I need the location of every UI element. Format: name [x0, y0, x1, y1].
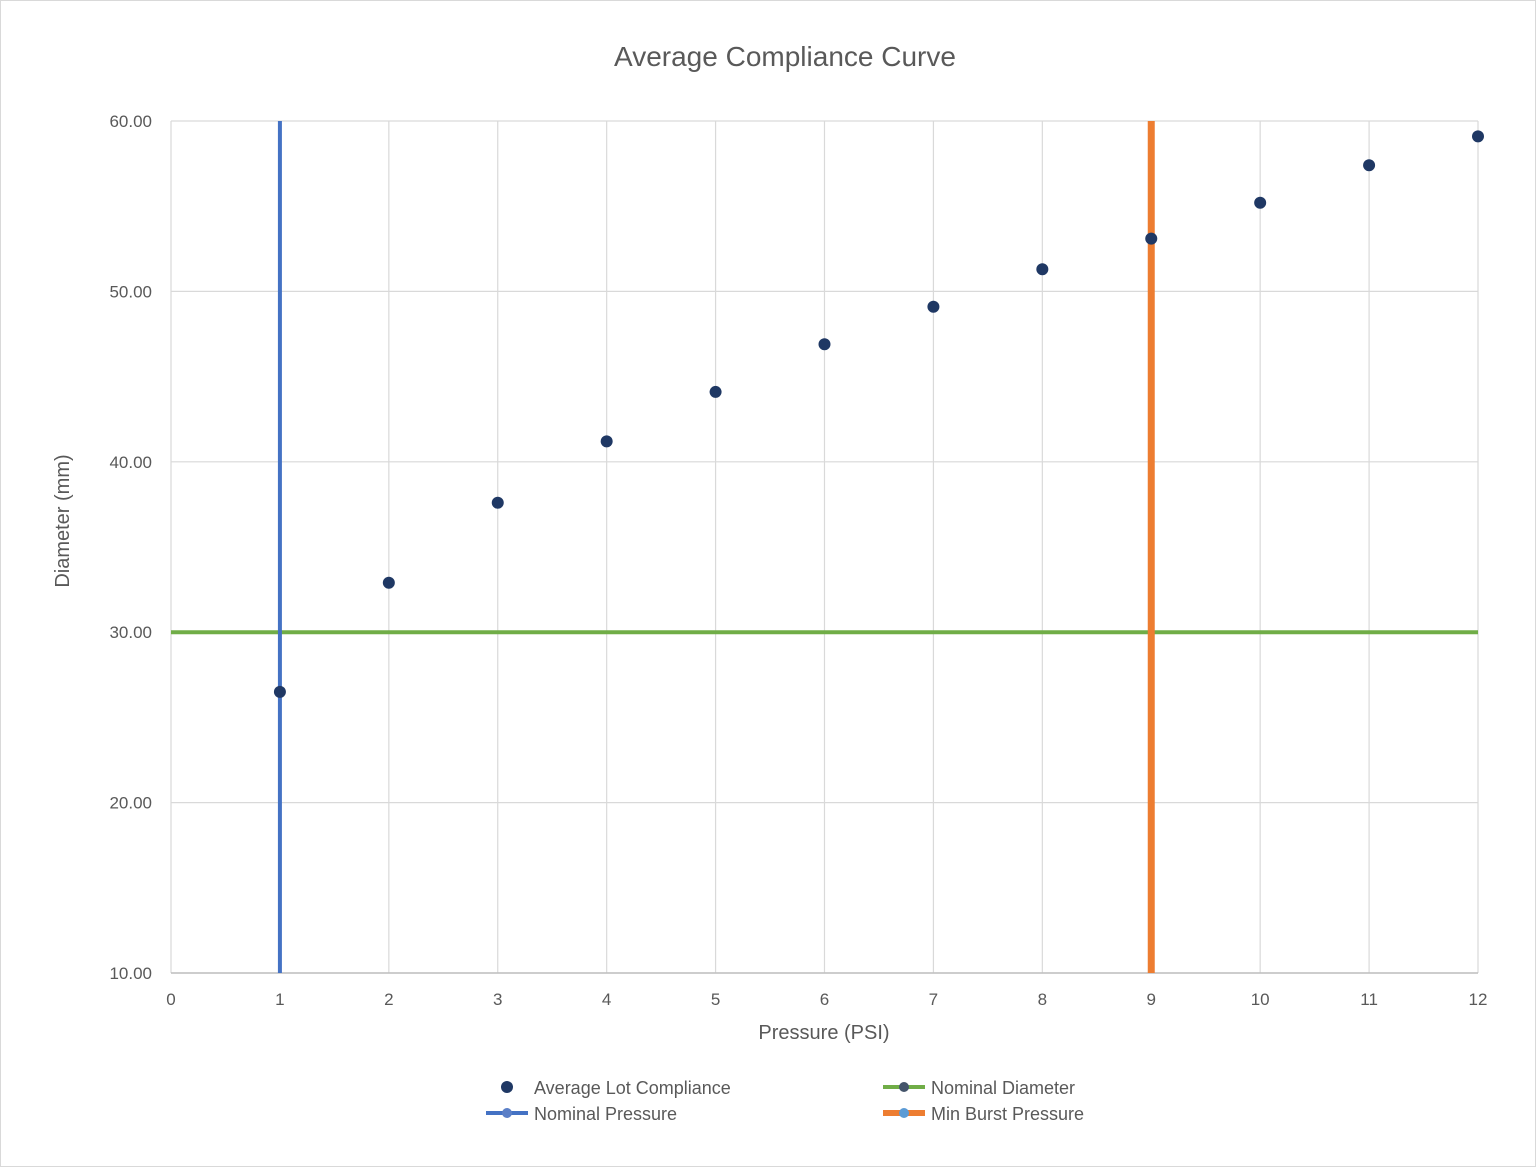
- legend-marker: [501, 1081, 513, 1093]
- x-tick-label: 7: [929, 990, 938, 1009]
- y-tick-label: 10.00: [109, 964, 152, 983]
- x-tick-label: 2: [384, 990, 393, 1009]
- legend-label: Average Lot Compliance: [534, 1078, 731, 1098]
- legend-label: Min Burst Pressure: [931, 1104, 1084, 1124]
- legend-marker: [899, 1082, 909, 1092]
- y-tick-label: 60.00: [109, 112, 152, 131]
- x-tick-label: 10: [1251, 990, 1270, 1009]
- series-lines: [171, 121, 1478, 973]
- data-point: [382, 576, 395, 589]
- data-point: [1472, 130, 1484, 143]
- data-points: [273, 130, 1484, 698]
- legend-marker: [502, 1108, 512, 1118]
- data-point: [1254, 196, 1267, 209]
- data-point: [273, 685, 286, 698]
- y-tick-label: 20.00: [109, 794, 152, 813]
- x-axis-label: Pressure (PSI): [758, 1022, 889, 1044]
- y-tick-label: 40.00: [109, 453, 152, 472]
- data-point: [491, 496, 504, 509]
- x-tick-label: 5: [711, 990, 720, 1009]
- x-tick-label: 1: [275, 990, 284, 1009]
- x-tick-label: 11: [1360, 990, 1378, 1009]
- x-tick-label: 8: [1038, 990, 1047, 1009]
- x-tick-label: 3: [493, 990, 502, 1009]
- y-tick-label: 30.00: [109, 623, 152, 642]
- legend-item: Nominal Diameter: [883, 1078, 1075, 1098]
- data-point: [818, 338, 831, 351]
- data-point: [600, 435, 613, 448]
- legend: Average Lot Compliance Nominal Diameter No…: [486, 1078, 1084, 1124]
- legend-label: Nominal Diameter: [931, 1078, 1075, 1098]
- data-point: [1145, 232, 1158, 245]
- x-tick-label: 9: [1147, 990, 1156, 1009]
- data-point: [1036, 263, 1049, 276]
- legend-item: Min Burst Pressure: [883, 1104, 1084, 1124]
- x-tick-label: 6: [820, 990, 829, 1009]
- legend-item: Nominal Pressure: [486, 1104, 677, 1124]
- y-tick-label: 50.00: [109, 282, 152, 301]
- grid: [170, 120, 1479, 974]
- chart-title: Average Compliance Curve: [614, 41, 956, 72]
- x-tick-label: 0: [166, 990, 175, 1009]
- data-point: [927, 300, 940, 313]
- x-tick-label: 4: [602, 990, 611, 1009]
- data-point: [709, 385, 722, 398]
- x-tick-label: 12: [1469, 990, 1488, 1009]
- tick-labels: 0 1 2 3 4 5 6 7 8 9 10 11 1210.0020.0030.0040.0050.0…: [109, 112, 1487, 1009]
- y-axis-label: Diameter (mm): [52, 454, 74, 587]
- data-point: [1363, 159, 1376, 172]
- legend-marker: [899, 1108, 909, 1118]
- legend-item: Average Lot Compliance: [501, 1078, 731, 1098]
- legend-label: Nominal Pressure: [534, 1104, 677, 1124]
